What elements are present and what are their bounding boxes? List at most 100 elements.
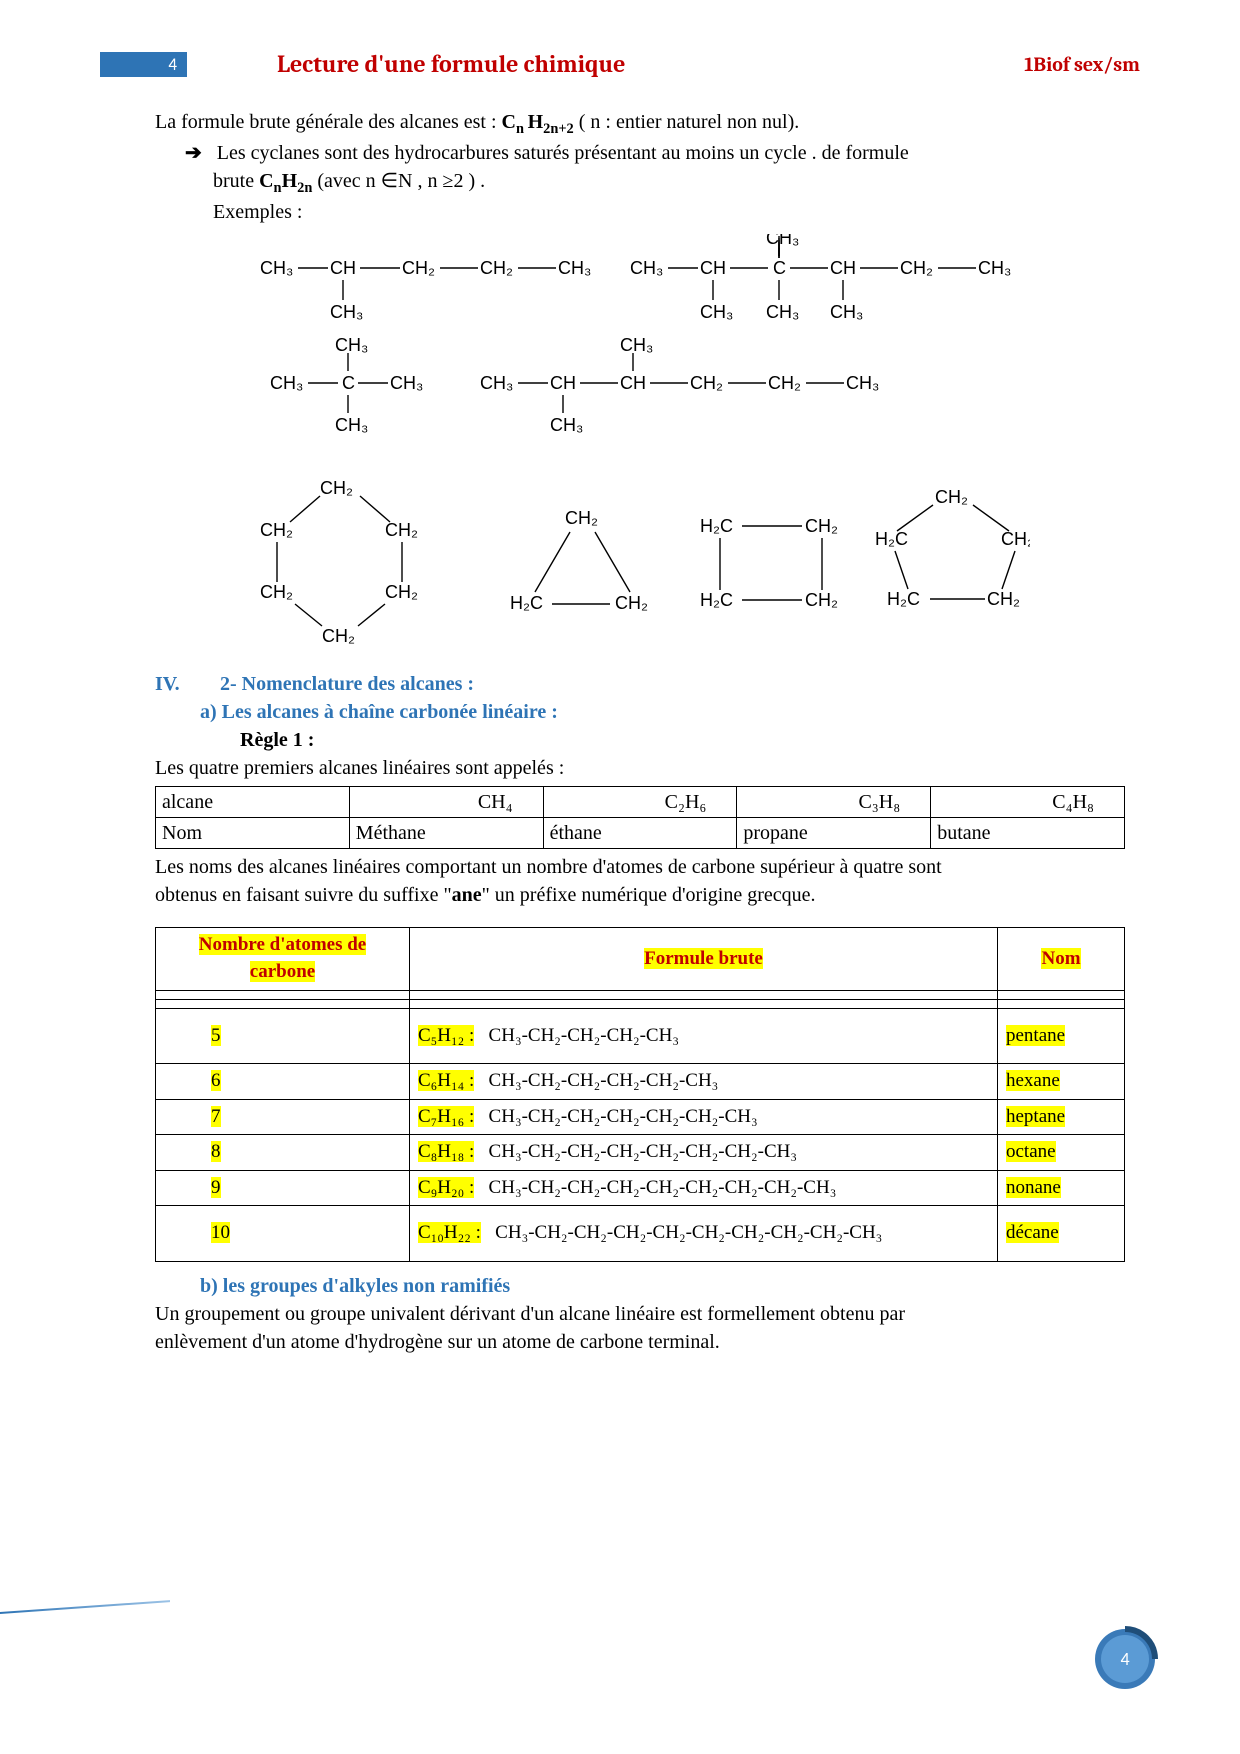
cell-chain: CH₃-CH₂-CH₂-CH₂-CH₂-CH₂-CH₃ bbox=[489, 1106, 758, 1127]
svg-text:CH₂: CH₂ bbox=[987, 589, 1020, 609]
text: (avec n ∈N , n ≥2 ) . bbox=[317, 170, 485, 192]
examples-label: Exemples : bbox=[185, 198, 1140, 226]
subsection-a: a) Les alcanes à chaîne carbonée linéair… bbox=[200, 698, 1140, 726]
page-subtitle: 1Biof sex/sm bbox=[1024, 53, 1140, 76]
svg-text:CH₂: CH₂ bbox=[385, 520, 418, 540]
cell: éthane bbox=[543, 818, 737, 849]
th: Formule brute bbox=[644, 948, 763, 969]
cell-n: 8 bbox=[211, 1141, 221, 1162]
cell: C₃H₈ bbox=[737, 787, 931, 818]
page-header: 4 Lecture d'une formule chimique 1Biof s… bbox=[100, 50, 1140, 78]
cell-nom: décane bbox=[1006, 1222, 1059, 1243]
cell-nom: pentane bbox=[1006, 1025, 1065, 1046]
cell-n: 5 bbox=[211, 1025, 221, 1046]
text: 2n+2 bbox=[543, 121, 574, 137]
svg-text:C: C bbox=[342, 373, 355, 393]
rule-intro: Les quatre premiers alcanes linéaires so… bbox=[155, 754, 1140, 782]
th: Nombre d'atomes de bbox=[199, 934, 366, 955]
cell-brute: C₆H₁₄ : bbox=[418, 1070, 474, 1091]
text: ( n : entier naturel non nul). bbox=[579, 111, 800, 133]
svg-text:CH₂: CH₂ bbox=[320, 478, 353, 498]
cell: alcane bbox=[156, 787, 350, 818]
svg-text:H₂C: H₂C bbox=[700, 590, 733, 610]
svg-text:CH₂: CH₂ bbox=[768, 373, 801, 393]
svg-text:H₂C: H₂C bbox=[875, 529, 908, 549]
svg-text:CH₂: CH₂ bbox=[805, 590, 838, 610]
svg-text:CH₂: CH₂ bbox=[805, 516, 838, 536]
svg-text:CH₂: CH₂ bbox=[260, 582, 293, 602]
svg-text:CH₂: CH₂ bbox=[690, 373, 723, 393]
svg-text:CH₂: CH₂ bbox=[900, 258, 933, 278]
cell-brute: C₈H₁₈ : bbox=[418, 1141, 474, 1162]
cell-n: 6 bbox=[211, 1070, 221, 1091]
svg-text:CH₂: CH₂ bbox=[1001, 529, 1030, 549]
text: n bbox=[274, 180, 282, 196]
table-row: 9C₉H₂₀ : CH₃-CH₂-CH₂-CH₂-CH₂-CH₂-CH₂-CH₂… bbox=[156, 1170, 1125, 1206]
svg-text:CH: CH bbox=[550, 373, 576, 393]
cell: propane bbox=[737, 818, 931, 849]
cell-n: 9 bbox=[211, 1177, 221, 1198]
cell-nom: nonane bbox=[1006, 1177, 1061, 1198]
rule-label: Règle 1 : bbox=[240, 726, 1140, 754]
svg-text:CH: CH bbox=[620, 373, 646, 393]
structure-1: CH₃ CH CH₂ CH₂ CH₃ CH₃ bbox=[260, 258, 591, 322]
text: brute bbox=[213, 170, 259, 192]
svg-text:CH₃: CH₃ bbox=[558, 258, 591, 278]
svg-text:H₂C: H₂C bbox=[700, 516, 733, 536]
text: La formule brute générale des alcanes es… bbox=[155, 111, 502, 133]
text: 2n bbox=[297, 180, 312, 196]
cell-chain: CH₃-CH₂-CH₂-CH₂-CH₂-CH₂-CH₂-CH₂-CH₂-CH₃ bbox=[495, 1222, 882, 1243]
cell: CH₄ bbox=[349, 787, 543, 818]
chemical-structures-diagram: CH₃ CH CH₂ CH₂ CH₃ CH₃ CH₃ CH C CH bbox=[210, 234, 1030, 654]
structure-cyclopentane: CH₂ H₂C CH₂ H₂C CH₂ bbox=[875, 487, 1030, 609]
after-table1-text: Les noms des alcanes linéaires comportan… bbox=[155, 853, 1140, 909]
cell-chain: CH₃-CH₂-CH₂-CH₂-CH₂-CH₂-CH₂-CH₂-CH₃ bbox=[489, 1177, 837, 1198]
svg-text:CH₃: CH₃ bbox=[330, 302, 363, 322]
svg-text:CH₃: CH₃ bbox=[766, 234, 799, 248]
footer-decor-line bbox=[0, 1600, 170, 1614]
table-row: 6C₆H₁₄ : CH₃-CH₂-CH₂-CH₂-CH₂-CH₃hexane bbox=[156, 1064, 1125, 1100]
table-row: 10 C₁₀H₂₂ : CH₃-CH₂-CH₂-CH₂-CH₂-CH₂-CH₂-C… bbox=[156, 1206, 1125, 1262]
svg-text:CH₃: CH₃ bbox=[978, 258, 1011, 278]
svg-text:CH₃: CH₃ bbox=[260, 258, 293, 278]
svg-text:CH₂: CH₂ bbox=[322, 626, 355, 646]
cell: C₂H₆ bbox=[543, 787, 737, 818]
svg-text:CH₃: CH₃ bbox=[270, 373, 303, 393]
cell-chain: CH₃-CH₂-CH₂-CH₂-CH₃ bbox=[489, 1025, 679, 1046]
text: Les noms des alcanes linéaires comportan… bbox=[155, 856, 942, 878]
svg-text:CH₂: CH₂ bbox=[260, 520, 293, 540]
structure-cyclopropane: CH₂ H₂C CH₂ bbox=[510, 508, 648, 613]
svg-text:CH₂: CH₂ bbox=[615, 593, 648, 613]
svg-text:CH₃: CH₃ bbox=[390, 373, 423, 393]
text: Un groupement ou groupe univalent dériva… bbox=[155, 1300, 1140, 1328]
svg-text:H₂C: H₂C bbox=[887, 589, 920, 609]
cell-n: 10 bbox=[211, 1222, 230, 1243]
cell: butane bbox=[931, 818, 1125, 849]
text: H bbox=[528, 111, 544, 133]
svg-text:H₂C: H₂C bbox=[510, 593, 543, 613]
cell-brute: C₇H₁₆ : bbox=[418, 1106, 474, 1127]
cell-brute: C₁₀H₂₂ : bbox=[418, 1222, 481, 1243]
text: C bbox=[502, 111, 516, 133]
cell-n: 7 bbox=[211, 1106, 221, 1127]
intro-bullet: Les cyclanes sont des hydrocarbures satu… bbox=[155, 139, 1140, 226]
svg-text:CH₃: CH₃ bbox=[480, 373, 513, 393]
svg-text:CH₃: CH₃ bbox=[335, 335, 368, 355]
text: C bbox=[259, 170, 273, 192]
cell: C₄H₈ bbox=[931, 787, 1125, 818]
section-roman: IV. bbox=[155, 670, 215, 698]
page-number-box: 4 bbox=[100, 52, 187, 77]
structure-4: CH₃ CH CH CH₂ CH₂ CH₃ CH₃ CH₃ bbox=[480, 335, 879, 435]
text: H bbox=[282, 170, 298, 192]
page-number-text: 4 bbox=[1120, 1648, 1129, 1670]
svg-text:CH₃: CH₃ bbox=[830, 302, 863, 322]
svg-text:CH₃: CH₃ bbox=[630, 258, 663, 278]
svg-text:CH₃: CH₃ bbox=[766, 302, 799, 322]
table-row: 7C₇H₁₆ : CH₃-CH₂-CH₂-CH₂-CH₂-CH₂-CH₃hept… bbox=[156, 1099, 1125, 1135]
svg-text:CH₂: CH₂ bbox=[935, 487, 968, 507]
page-title: Lecture d'une formule chimique bbox=[277, 50, 1024, 78]
cell-nom: octane bbox=[1006, 1141, 1056, 1162]
text: obtenus en faisant suivre du suffixe " bbox=[155, 884, 452, 906]
svg-text:CH: CH bbox=[700, 258, 726, 278]
table-row: 5C₅H₁₂ : CH₃-CH₂-CH₂-CH₂-CH₃pentane bbox=[156, 1008, 1125, 1064]
